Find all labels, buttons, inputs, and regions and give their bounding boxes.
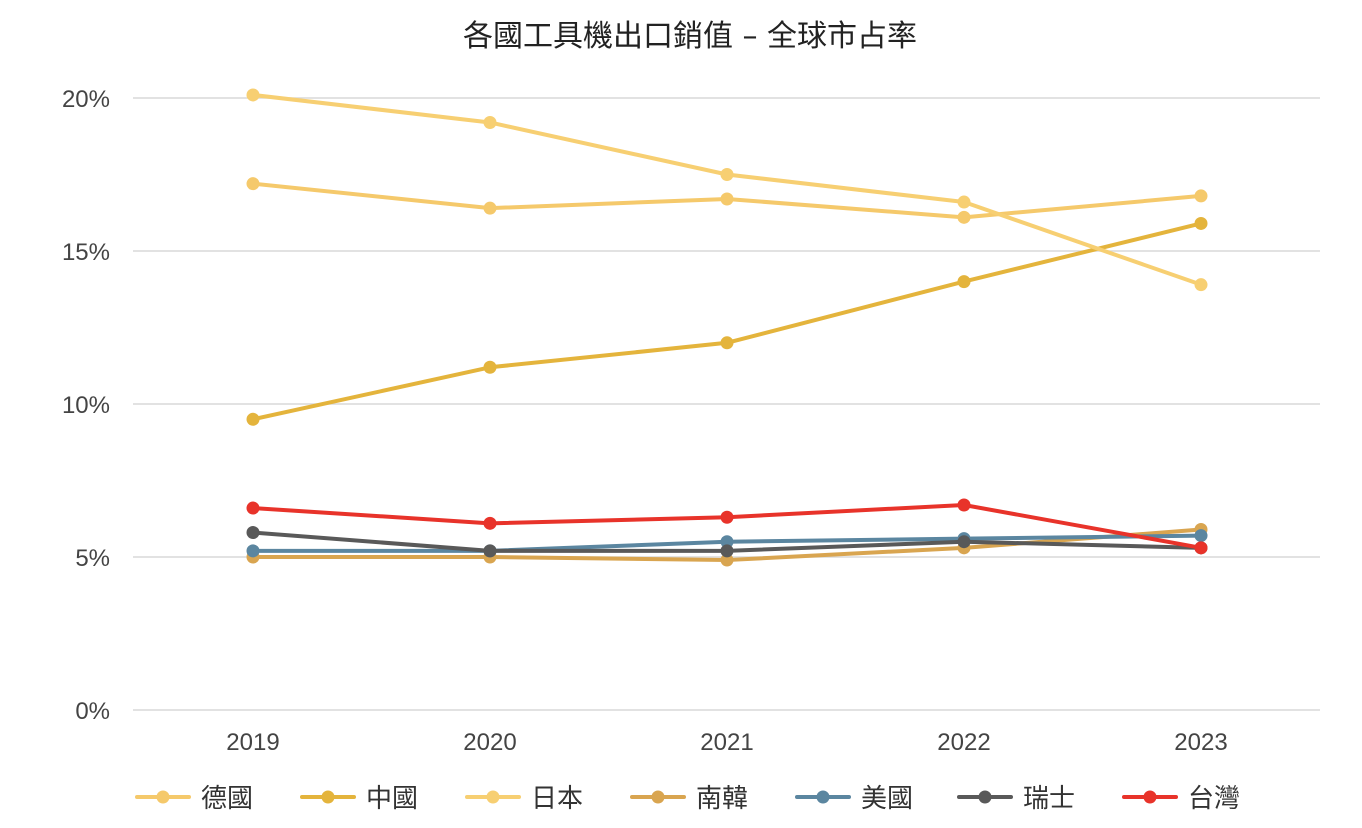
data-point	[1194, 278, 1208, 292]
x-tick-label: 2023	[1174, 729, 1227, 756]
legend-swatch-marker	[816, 790, 830, 804]
data-point	[720, 336, 734, 350]
data-point	[1194, 529, 1208, 543]
data-point	[246, 177, 260, 191]
data-point	[720, 535, 734, 549]
data-point	[246, 88, 260, 102]
series-日本	[246, 88, 1208, 292]
data-point	[720, 192, 734, 206]
data-point	[720, 544, 734, 558]
legend-item: 德國	[135, 784, 253, 814]
y-tick-label: 10%	[62, 392, 110, 419]
legend-item: 瑞士	[957, 784, 1075, 814]
legend-swatch-marker	[1143, 790, 1157, 804]
legend-label: 美國	[861, 784, 913, 814]
data-point	[246, 412, 260, 426]
y-axis-ticks: 0% 5% 10% 15% 20%	[62, 86, 110, 725]
x-tick-label: 2021	[700, 729, 753, 756]
legend-item: 南韓	[630, 784, 748, 814]
data-point	[483, 201, 497, 215]
x-axis-ticks: 2019 2020 2021 2022 2023	[226, 729, 1227, 756]
data-point	[720, 553, 734, 567]
x-tick-label: 2019	[226, 729, 279, 756]
x-tick-label: 2020	[463, 729, 516, 756]
data-point	[483, 516, 497, 530]
series-德國	[246, 177, 1208, 224]
series-中國	[246, 216, 1208, 426]
data-point	[957, 498, 971, 512]
data-point	[957, 275, 971, 289]
legend-label: 南韓	[696, 784, 748, 814]
data-point	[720, 168, 734, 181]
series-lines	[246, 88, 1208, 567]
legend-item: 台灣	[1122, 784, 1240, 814]
legend-label: 德國	[201, 784, 253, 814]
data-point	[483, 544, 497, 558]
series-台灣	[246, 498, 1208, 555]
legend-item: 美國	[795, 784, 913, 814]
legend: 德國 中國 日本 南韓 美國 瑞士 台灣	[135, 784, 1240, 814]
legend-label: 瑞士	[1023, 784, 1075, 814]
x-tick-label: 2022	[937, 729, 990, 756]
data-point	[957, 195, 971, 209]
y-tick-label: 5%	[75, 545, 110, 572]
legend-item: 日本	[465, 784, 583, 814]
legend-swatch-marker	[321, 790, 335, 804]
data-point	[1194, 216, 1208, 230]
legend-item: 中國	[300, 784, 418, 814]
data-point	[246, 501, 260, 515]
y-tick-label: 0%	[75, 698, 110, 725]
y-tick-label: 15%	[62, 239, 110, 266]
data-point	[246, 526, 260, 540]
legend-swatch-marker	[651, 790, 665, 804]
data-point	[483, 360, 497, 374]
data-point	[957, 535, 971, 549]
y-tick-label: 20%	[62, 86, 110, 113]
series-line	[251, 221, 1203, 422]
data-point	[483, 115, 497, 129]
legend-label: 中國	[366, 784, 418, 814]
legend-label: 日本	[531, 784, 583, 814]
legend-swatch-marker	[156, 790, 170, 804]
data-point	[1194, 189, 1208, 203]
data-point	[1194, 541, 1208, 555]
data-point	[957, 210, 971, 224]
data-point	[246, 544, 260, 558]
legend-swatch-marker	[978, 790, 992, 804]
chart-title: 各國工具機出口銷值 – 全球市占率	[463, 19, 917, 54]
data-point	[720, 510, 734, 524]
series-line	[251, 92, 1203, 287]
legend-label: 台灣	[1188, 784, 1240, 814]
legend-swatch-marker	[486, 790, 500, 804]
